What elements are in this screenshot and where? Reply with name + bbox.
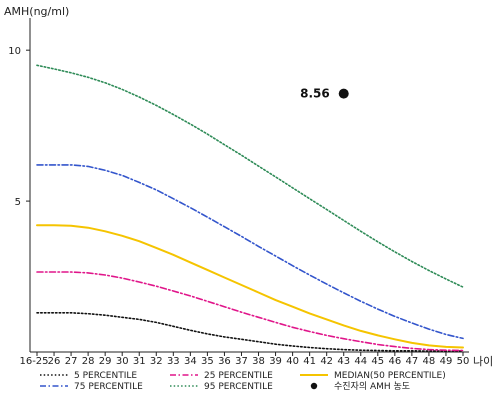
series-line-3 [36,224,464,349]
x-tick-label: 28 [82,356,95,367]
legend-label: 95 PERCENTILE [204,382,273,392]
legend-label: 5 PERCENTILE [74,371,137,381]
x-tick-label: 45 [371,356,384,367]
amh-marker-label: 8.56 [300,87,330,101]
x-ticks: 16-25 26 27 28 29 30 31 32 33 34 35 36 37 38 39 40 41 42 4… [19,352,469,367]
x-tick-label: 16-25 [19,356,48,367]
y-tick-label: 5 [15,197,21,208]
legend-label: 25 PERCENTILE [204,371,273,381]
x-tick-label: 34 [184,356,197,367]
x-tick-label: 32 [150,356,163,367]
x-tick-label: 40 [286,356,299,367]
y-axis-label: AMH(ng/ml) [4,5,69,18]
legend-label-marker: 수진자의 AMH 농도 [334,381,410,392]
amh-marker-dot [338,88,349,99]
x-tick-label: 37 [235,356,248,367]
series-lines [36,64,464,352]
x-tick-label: 47 [406,356,419,367]
x-tick-label: 35 [201,356,214,367]
x-tick-label: 43 [337,356,350,367]
series-line-2 [36,271,464,352]
x-tick-label: 48 [423,356,436,367]
x-tick-label: 50 [457,356,470,367]
series-line-1 [36,312,464,352]
x-tick-label: 49 [440,356,453,367]
x-tick-label: 46 [388,356,401,367]
legend-label: MEDIAN(50 PERCENTILE) [334,371,446,381]
x-tick-label: 31 [133,356,146,367]
x-axis-label: 나이 [473,355,493,368]
amh-marker: 8.56 [300,87,349,101]
series-line-4 [36,164,464,340]
x-tick-label: 26 [48,356,61,367]
x-tick-label: 27 [65,356,78,367]
x-tick-label: 33 [167,356,180,367]
x-tick-label: 42 [320,356,333,367]
x-tick-label: 29 [99,356,112,367]
legend: 5 PERCENTILE 25 PERCENTILE MEDIAN(50 PERCE… [40,371,446,392]
series-line-5 [36,64,464,288]
x-tick-label: 44 [354,356,367,367]
x-tick-label: 38 [252,356,265,367]
x-tick-label: 41 [303,356,316,367]
x-tick-label: 39 [269,356,282,367]
legend-swatch-marker [310,382,318,390]
y-ticks: 5 10 [8,46,30,208]
x-tick-label: 36 [218,356,231,367]
legend-label: 75 PERCENTILE [74,382,143,392]
x-tick-label: 30 [116,356,129,367]
y-tick-label: 10 [8,46,21,57]
